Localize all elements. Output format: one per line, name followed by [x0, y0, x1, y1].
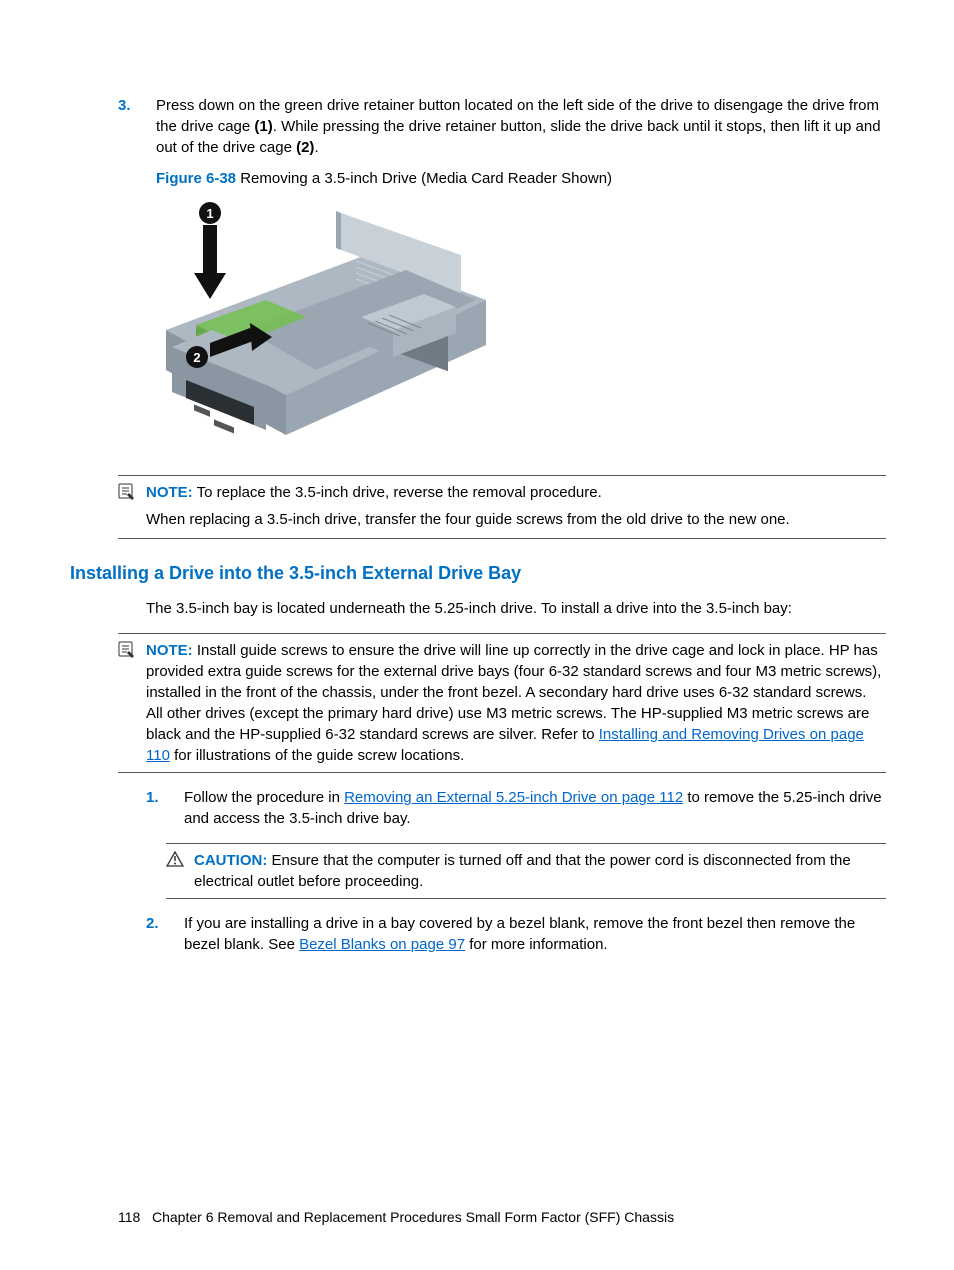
note-guide-screws: NOTE: Install guide screws to ensure the…	[118, 633, 886, 773]
link-bezel-blanks[interactable]: Bezel Blanks on page 97	[299, 936, 465, 953]
install-step-1-body: Follow the procedure in Removing an Exte…	[184, 787, 886, 829]
step-3-number: 3.	[118, 95, 156, 461]
note-replace-body: To replace the 3.5-inch drive, reverse t…	[193, 484, 602, 501]
note-replace: NOTE: To replace the 3.5-inch drive, rev…	[118, 475, 886, 509]
link-removing-5-25-drive[interactable]: Removing an External 5.25-inch Drive on …	[344, 789, 683, 806]
install-steps: 1. Follow the procedure in Removing an E…	[146, 787, 886, 955]
install-step-1: 1. Follow the procedure in Removing an E…	[146, 787, 886, 829]
figure-caption-text: Removing a 3.5-inch Drive (Media Card Re…	[236, 170, 612, 187]
page-number: 118	[118, 1209, 140, 1225]
install-step-2-body: If you are installing a drive in a bay c…	[184, 913, 886, 955]
caution-power-off: CAUTION: Ensure that the computer is tur…	[166, 843, 886, 899]
note-label: NOTE:	[146, 484, 193, 501]
figure-caption: Figure 6-38 Removing a 3.5-inch Drive (M…	[156, 168, 886, 189]
install-step-1-number: 1.	[146, 787, 184, 829]
caution-body: Ensure that the computer is turned off a…	[194, 852, 851, 890]
step2-post: for more information.	[465, 936, 608, 953]
note-label: NOTE:	[146, 642, 193, 659]
figure-callout-1: 1	[206, 206, 213, 221]
page-content: 3. Press down on the green drive retaine…	[0, 0, 954, 1009]
step-3-body: Press down on the green drive retainer b…	[156, 95, 886, 461]
caution-icon	[166, 850, 194, 867]
install-step-2-number: 2.	[146, 913, 184, 955]
page-footer: 118 Chapter 6 Removal and Replacement Pr…	[118, 1208, 674, 1228]
note-replace-text: NOTE: To replace the 3.5-inch drive, rev…	[146, 482, 886, 503]
install-step-2: 2. If you are installing a drive in a ba…	[146, 913, 886, 955]
step-3-bold-2: (2)	[296, 139, 314, 156]
note-guide-screws-text: NOTE: Install guide screws to ensure the…	[146, 640, 886, 766]
install-intro: The 3.5-inch bay is located underneath t…	[146, 598, 886, 619]
caution-label: CAUTION:	[194, 852, 267, 869]
step-3: 3. Press down on the green drive retaine…	[118, 95, 886, 461]
section-heading-install-3-5: Installing a Drive into the 3.5-inch Ext…	[70, 561, 886, 586]
note-icon	[118, 640, 146, 659]
step-3-text-c: .	[314, 139, 318, 156]
figure-image: 1 2	[156, 195, 496, 445]
note2-post: for illustrations of the guide screw loc…	[170, 747, 464, 764]
note-replace-extra: When replacing a 3.5-inch drive, transfe…	[118, 509, 886, 539]
chapter-title: Chapter 6 Removal and Replacement Proced…	[152, 1209, 674, 1225]
note-replace-extra-text: When replacing a 3.5-inch drive, transfe…	[146, 509, 886, 530]
step1-pre: Follow the procedure in	[184, 789, 344, 806]
figure-callout-2: 2	[193, 350, 200, 365]
caution-text: CAUTION: Ensure that the computer is tur…	[194, 850, 886, 892]
step-3-bold-1: (1)	[254, 118, 272, 135]
figure-label: Figure 6-38	[156, 170, 236, 187]
note-icon	[118, 482, 146, 501]
